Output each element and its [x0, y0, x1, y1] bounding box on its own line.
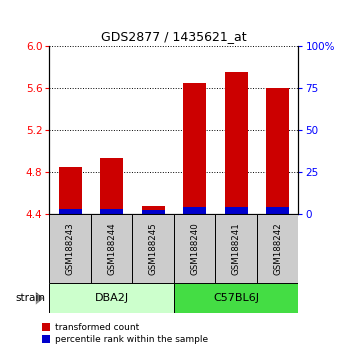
Bar — [49, 214, 91, 283]
Bar — [225, 72, 248, 214]
Text: GSM188242: GSM188242 — [273, 222, 282, 275]
Text: strain: strain — [15, 293, 45, 303]
Bar — [132, 214, 174, 283]
Polygon shape — [36, 292, 44, 304]
Text: GSM188241: GSM188241 — [232, 222, 241, 275]
Bar — [59, 167, 81, 214]
Bar — [142, 211, 165, 214]
Bar — [266, 88, 289, 214]
Text: GSM188240: GSM188240 — [190, 222, 199, 275]
Bar — [49, 283, 174, 313]
Bar — [142, 206, 165, 214]
Bar — [91, 214, 132, 283]
Bar — [100, 210, 123, 214]
Text: C57BL6J: C57BL6J — [213, 293, 259, 303]
Text: DBA2J: DBA2J — [94, 293, 129, 303]
Bar — [174, 214, 216, 283]
Bar — [183, 83, 206, 214]
Bar — [216, 214, 257, 283]
Text: GSM188245: GSM188245 — [149, 222, 158, 275]
Bar — [183, 207, 206, 214]
Bar — [59, 210, 81, 214]
Text: GSM188243: GSM188243 — [66, 222, 75, 275]
Bar — [257, 214, 298, 283]
Bar — [266, 207, 289, 214]
Bar — [100, 159, 123, 214]
Text: GSM188244: GSM188244 — [107, 222, 116, 275]
Title: GDS2877 / 1435621_at: GDS2877 / 1435621_at — [101, 30, 247, 44]
Legend: transformed count, percentile rank within the sample: transformed count, percentile rank withi… — [39, 319, 212, 348]
Bar — [225, 207, 248, 214]
Bar — [174, 283, 298, 313]
